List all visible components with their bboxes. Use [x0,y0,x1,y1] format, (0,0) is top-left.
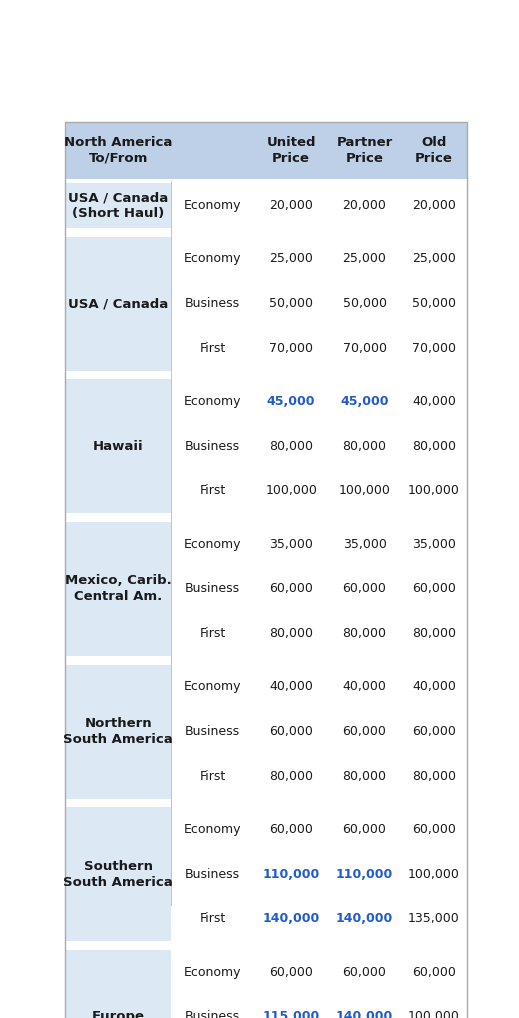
Text: 20,000: 20,000 [343,200,387,212]
Text: 50,000: 50,000 [343,297,387,310]
Text: 80,000: 80,000 [269,440,313,453]
Text: Economy: Economy [184,538,241,551]
Bar [171,236,467,371]
Text: 110,000: 110,000 [336,867,393,881]
Text: Europe: Europe [92,1011,145,1018]
Text: 25,000: 25,000 [412,252,456,266]
Text: United
Price: United Price [266,135,316,165]
Text: 45,000: 45,000 [340,395,389,408]
Text: USA / Canada
(Short Haul): USA / Canada (Short Haul) [68,191,168,220]
Text: 115,000: 115,000 [263,1011,320,1018]
Text: 60,000: 60,000 [343,725,387,738]
Text: Business: Business [185,1011,240,1018]
Text: Economy: Economy [184,824,241,836]
Text: 60,000: 60,000 [412,725,456,738]
Text: 50,000: 50,000 [269,297,313,310]
Text: 60,000: 60,000 [412,966,456,978]
Text: First: First [200,912,226,925]
Text: 80,000: 80,000 [412,770,456,783]
Text: 135,000: 135,000 [408,912,460,925]
Text: 50,000: 50,000 [412,297,456,310]
Bar [65,950,171,1018]
Text: 100,000: 100,000 [408,1011,460,1018]
Text: 45,000: 45,000 [267,395,316,408]
Bar [65,380,171,513]
Text: 40,000: 40,000 [269,680,313,693]
Text: 60,000: 60,000 [269,966,313,978]
Text: Old
Price: Old Price [415,135,453,165]
Bar [171,380,467,513]
Text: 60,000: 60,000 [343,966,387,978]
Text: Northern
South America: Northern South America [63,717,173,746]
Text: 110,000: 110,000 [263,867,320,881]
Text: 40,000: 40,000 [412,395,456,408]
Text: Partner
Price: Partner Price [336,135,393,165]
Bar [65,236,171,371]
Text: Business: Business [185,297,240,310]
Text: 70,000: 70,000 [412,342,456,355]
Text: 40,000: 40,000 [412,680,456,693]
Text: 70,000: 70,000 [343,342,387,355]
Bar [171,807,467,942]
Text: Business: Business [185,582,240,596]
Text: 80,000: 80,000 [343,627,387,640]
Text: USA / Canada: USA / Canada [68,297,168,310]
Text: 40,000: 40,000 [343,680,387,693]
Text: 80,000: 80,000 [412,440,456,453]
Text: Business: Business [185,867,240,881]
Text: 140,000: 140,000 [336,912,393,925]
Text: 35,000: 35,000 [412,538,456,551]
Text: First: First [200,627,226,640]
Text: 60,000: 60,000 [343,824,387,836]
Text: 80,000: 80,000 [343,440,387,453]
Text: 60,000: 60,000 [412,824,456,836]
Text: Economy: Economy [184,966,241,978]
Text: Southern
South America: Southern South America [63,860,173,889]
Text: Economy: Economy [184,680,241,693]
Text: North America
To/From: North America To/From [64,135,172,165]
Text: 100,000: 100,000 [338,485,390,498]
Text: Economy: Economy [184,252,241,266]
Text: 25,000: 25,000 [343,252,387,266]
Text: 140,000: 140,000 [336,1011,393,1018]
Text: First: First [200,770,226,783]
Text: 35,000: 35,000 [343,538,387,551]
Text: 60,000: 60,000 [269,582,313,596]
Text: 60,000: 60,000 [269,824,313,836]
Text: Business: Business [185,725,240,738]
Text: 80,000: 80,000 [343,770,387,783]
Text: 60,000: 60,000 [343,582,387,596]
Bar [65,522,171,656]
Text: Mexico, Carib.
Central Am.: Mexico, Carib. Central Am. [65,574,172,604]
Bar [65,807,171,942]
Text: 35,000: 35,000 [269,538,313,551]
Text: 140,000: 140,000 [263,912,320,925]
Text: Economy: Economy [184,395,241,408]
Text: Business: Business [185,440,240,453]
Bar [171,665,467,799]
Text: 100,000: 100,000 [408,485,460,498]
Text: 80,000: 80,000 [412,627,456,640]
Bar [65,183,171,228]
Text: 20,000: 20,000 [412,200,456,212]
Bar [171,183,467,228]
Text: 60,000: 60,000 [412,582,456,596]
Bar [65,122,467,178]
Text: 60,000: 60,000 [269,725,313,738]
Text: 20,000: 20,000 [269,200,313,212]
Bar [171,522,467,656]
Text: Economy: Economy [184,200,241,212]
Text: First: First [200,485,226,498]
Text: First: First [200,342,226,355]
Bar [171,950,467,1018]
Text: 25,000: 25,000 [269,252,313,266]
Text: Hawaii: Hawaii [93,440,143,453]
Text: 80,000: 80,000 [269,770,313,783]
Bar [65,665,171,799]
Text: 80,000: 80,000 [269,627,313,640]
Text: 100,000: 100,000 [265,485,317,498]
Text: 70,000: 70,000 [269,342,313,355]
Text: 100,000: 100,000 [408,867,460,881]
